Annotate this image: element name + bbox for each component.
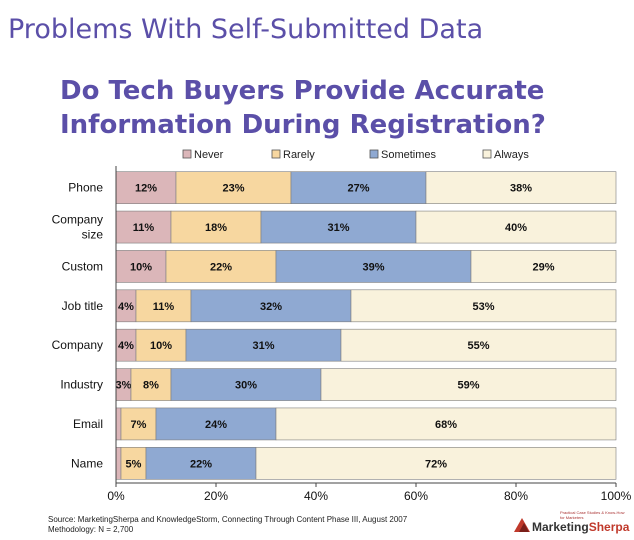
- bar-segment: [275, 250, 472, 283]
- bar-segment: [415, 210, 617, 244]
- stacked-bar-chart: Never Rarely Sometimes Always 12% 23% 27% 38% Ph…: [52, 149, 632, 503]
- x-tick-label: 0%: [107, 489, 125, 503]
- category-label: Industry: [60, 378, 103, 392]
- bar-segment: [115, 447, 122, 480]
- category-label: Name: [71, 456, 103, 470]
- x-tick-label: 20%: [204, 489, 228, 503]
- bar-label: 55%: [467, 340, 489, 352]
- logo-wordmark: MarketingSherpa: [532, 520, 630, 534]
- bar-label: 30%: [235, 380, 257, 392]
- source-footer: Source: MarketingSherpa and KnowledgeSto…: [48, 515, 407, 535]
- bar-label: 39%: [362, 261, 384, 273]
- bar-segment: [170, 368, 322, 401]
- bar-segment: [470, 250, 617, 283]
- bar-label: 11%: [133, 222, 155, 234]
- bar-segment: [165, 250, 277, 283]
- bar-label: 53%: [472, 301, 494, 313]
- bar-label: 24%: [205, 419, 227, 431]
- x-tick-label: 40%: [304, 489, 328, 503]
- bar-label: 31%: [252, 340, 274, 352]
- bar-label: 10%: [130, 261, 152, 273]
- bar-segment: [190, 289, 352, 323]
- category-label: Custom: [62, 259, 103, 273]
- methodology-note: Methodology: N = 2,700: [48, 525, 134, 534]
- bar-segment: [175, 171, 292, 204]
- legend-label: Never: [194, 149, 224, 161]
- bar-segment: [320, 368, 617, 401]
- bar-label: 68%: [435, 419, 457, 431]
- bar-label: 40%: [505, 222, 527, 234]
- bar-label: 11%: [153, 301, 175, 313]
- bar-segment: [115, 210, 172, 244]
- bar-segment: [120, 447, 147, 480]
- legend-swatch: [271, 149, 281, 159]
- category-label: Company: [52, 338, 103, 352]
- bar-segment: [255, 447, 617, 480]
- x-tick-label: 80%: [504, 489, 528, 503]
- x-tick-label: 100%: [601, 489, 632, 503]
- logo-tagline: Practical Case Studies & Know-How for Ma…: [560, 510, 625, 520]
- bar-label: 38%: [510, 183, 532, 195]
- bar-segment: [135, 289, 192, 323]
- marketingsherpa-logo: Practical Case Studies & Know-How for Ma…: [512, 508, 630, 536]
- slide-title: Problems With Self-Submitted Data: [8, 14, 484, 45]
- bar-segment: [130, 368, 172, 401]
- bar-label: 22%: [190, 458, 212, 470]
- bar-label: 29%: [532, 261, 554, 273]
- legend-label: Always: [494, 149, 529, 161]
- bar-segment: [115, 407, 122, 441]
- bar-segment: [155, 407, 277, 441]
- bar-label: 23%: [222, 183, 244, 195]
- bar-label: 7%: [131, 419, 147, 431]
- legend-swatch: [482, 149, 492, 159]
- bar-segment: [290, 171, 427, 204]
- bar-label: 72%: [425, 458, 447, 470]
- bar-label: 59%: [457, 380, 479, 392]
- bar-label: 10%: [150, 340, 172, 352]
- bar-segment: [145, 447, 257, 480]
- bar-label: 27%: [347, 183, 369, 195]
- category-label: Company size: [52, 213, 104, 242]
- bar-segment: [340, 328, 617, 362]
- bar-label: 4%: [118, 340, 134, 352]
- category-label: Phone: [68, 181, 103, 195]
- bar-segment: [425, 171, 617, 204]
- bar-label: 18%: [205, 222, 227, 234]
- bar-label: 22%: [210, 261, 232, 273]
- legend-label: Sometimes: [381, 149, 437, 161]
- bar-label: 12%: [135, 183, 157, 195]
- category-label: Email: [73, 417, 103, 431]
- bar-label: 3%: [116, 380, 132, 392]
- bar-label: 8%: [143, 380, 159, 392]
- legend-swatch: [182, 149, 192, 159]
- legend-swatch: [369, 149, 379, 159]
- bar-segment: [350, 289, 617, 323]
- bar-segment: [120, 407, 157, 441]
- category-label: Job title: [62, 299, 104, 313]
- x-tick-label: 60%: [404, 489, 428, 503]
- bar-label: 5%: [126, 458, 142, 470]
- bar-segment: [170, 210, 262, 244]
- chart-title: Do Tech Buyers Provide Accurate Informat…: [60, 76, 546, 140]
- bar-segment: [275, 407, 617, 441]
- bar-label: 4%: [118, 301, 134, 313]
- bar-segment: [185, 328, 342, 362]
- legend-label: Rarely: [283, 149, 315, 161]
- source-note: Source: MarketingSherpa and KnowledgeSto…: [48, 515, 408, 524]
- logo-mark-icon: [514, 518, 530, 532]
- bar-label: 31%: [327, 222, 349, 234]
- bar-segment: [260, 210, 417, 244]
- bar-label: 32%: [260, 301, 282, 313]
